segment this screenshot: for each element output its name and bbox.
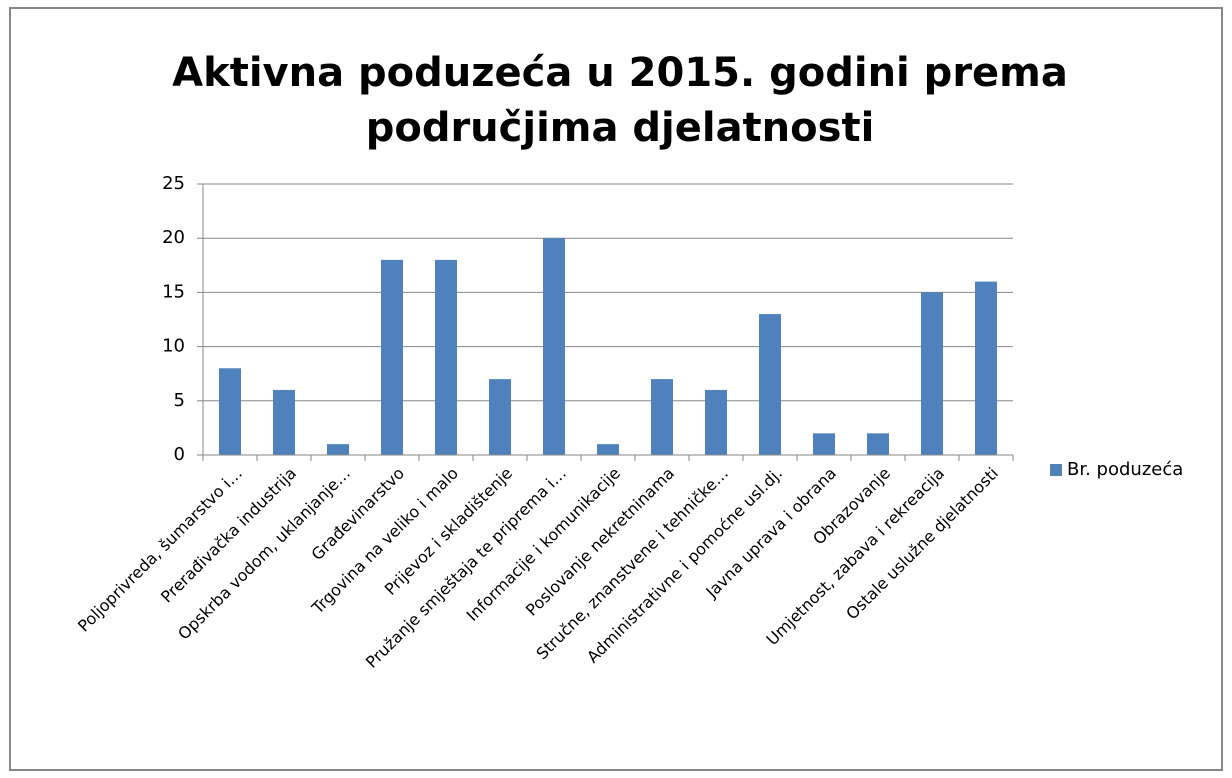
y-tick-label: 20 <box>162 227 185 248</box>
y-tick-label: 0 <box>174 444 185 465</box>
legend-swatch <box>1050 464 1062 476</box>
bar <box>219 368 241 455</box>
y-tick-label: 5 <box>174 390 185 411</box>
legend-label: Br. poduzeća <box>1067 459 1183 480</box>
bar <box>273 389 295 455</box>
chart-title: Aktivna poduzeća u 2015. godini prema <box>172 50 1068 96</box>
chart-title: područjima djelatnosti <box>366 105 875 151</box>
y-tick-label: 10 <box>162 336 185 357</box>
y-tick-label: 25 <box>162 173 185 194</box>
bar <box>435 259 457 455</box>
y-tick-label: 15 <box>162 281 185 302</box>
bar <box>975 281 997 455</box>
bar <box>489 379 511 455</box>
bar <box>705 389 727 455</box>
bar <box>651 379 673 455</box>
bar <box>813 433 835 455</box>
bar <box>381 259 403 455</box>
chart-border <box>9 7 1223 771</box>
bar <box>867 433 889 455</box>
bar <box>759 314 781 455</box>
bar <box>921 292 943 455</box>
bar <box>597 444 619 455</box>
bar <box>543 238 565 455</box>
bar <box>327 444 349 455</box>
